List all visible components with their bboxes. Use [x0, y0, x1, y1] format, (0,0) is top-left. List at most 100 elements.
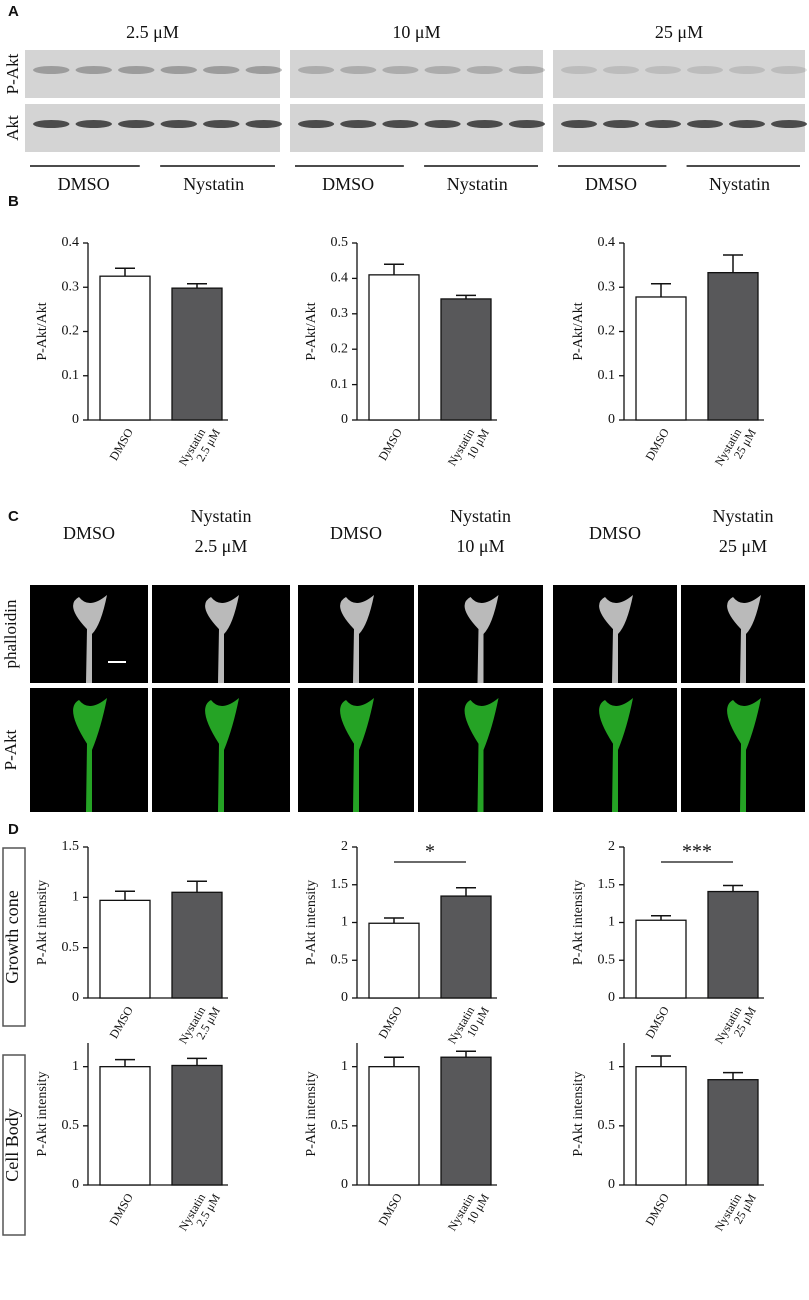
x-tick-label: Nystatin10 μM: [445, 1185, 492, 1240]
y-axis-label: P-Akt intensity: [35, 880, 50, 965]
y-tick-label: 0.2: [62, 324, 80, 339]
blot-band: [203, 66, 240, 74]
y-tick-label: 1.5: [598, 877, 616, 892]
y-tick-label: 0.2: [598, 324, 616, 339]
row-label: Growth cone: [2, 890, 22, 983]
blot-band: [645, 66, 681, 74]
panel-label: C: [8, 508, 19, 525]
bar: [635, 919, 687, 999]
y-tick-label: 2: [608, 839, 615, 854]
blot-band: [118, 120, 155, 128]
x-tick-label: DMSO: [107, 1191, 137, 1228]
group-label: DMSO: [322, 174, 374, 194]
y-axis-label: P-Akt/Akt: [571, 302, 586, 360]
group-label: Nystatin: [447, 174, 508, 194]
blot-band: [160, 120, 197, 128]
y-axis-label: P-Akt/Akt: [304, 302, 319, 360]
y-tick-label: 0.5: [598, 952, 616, 967]
blot-band: [466, 66, 503, 74]
y-axis-label: P-Akt intensity: [571, 880, 586, 965]
bar: [368, 922, 420, 999]
cell-shape: [727, 595, 761, 683]
concentration-label: 25 μM: [655, 22, 703, 42]
bar: [635, 1066, 687, 1186]
cell-shape: [73, 698, 107, 812]
blot-band: [561, 120, 597, 128]
blot-band: [33, 120, 70, 128]
blot-band: [508, 66, 545, 74]
blot-band: [340, 66, 377, 74]
row-box: [2, 1054, 26, 1236]
y-tick-label: 1.5: [62, 839, 80, 854]
y-tick-label: 2: [341, 839, 348, 854]
blot-band: [424, 120, 461, 128]
blot-band: [298, 66, 335, 74]
y-tick-label: 0.2: [331, 341, 349, 356]
x-tick-label: Nystatin25 μM: [712, 420, 759, 475]
y-tick-label: 0.5: [598, 1118, 616, 1133]
y-tick-label: 0.5: [331, 235, 349, 250]
bar: [368, 1066, 420, 1186]
blot-band: [687, 66, 723, 74]
y-axis-label: P-Akt intensity: [571, 1071, 586, 1156]
row-label: Cell Body: [2, 1108, 22, 1182]
y-tick-label: 0.5: [62, 940, 80, 955]
blot-band: [603, 66, 639, 74]
blot-band: [382, 120, 419, 128]
y-axis-label: P-Akt intensity: [304, 880, 319, 965]
bar: [635, 296, 687, 421]
blot: [25, 104, 280, 152]
blot-band: [245, 66, 282, 74]
y-tick-label: 1: [72, 890, 79, 905]
x-tick-label: Nystatin2.5 μM: [176, 998, 223, 1053]
image-column-title: DMSO: [330, 523, 382, 543]
blot-band: [424, 66, 461, 74]
x-tick-label: DMSO: [643, 1004, 673, 1041]
x-tick-label: Nystatin25 μM: [712, 1185, 759, 1240]
x-tick-label: Nystatin10 μM: [445, 420, 492, 475]
y-tick-label: 1: [341, 915, 348, 930]
significance-label: ***: [682, 841, 712, 863]
bar: [707, 1079, 759, 1186]
image-row-label: P-Akt: [1, 729, 20, 770]
blot-band: [75, 120, 112, 128]
blot: [553, 50, 805, 98]
x-tick-label: Nystatin25 μM: [712, 998, 759, 1053]
bar: [171, 1064, 223, 1186]
blot: [290, 50, 543, 98]
group-label: Nystatin: [183, 174, 244, 194]
y-tick-label: 0.5: [62, 1118, 80, 1133]
blot-band: [203, 120, 240, 128]
cell-shape: [727, 698, 761, 812]
bar: [99, 899, 151, 999]
panel-label: A: [8, 3, 19, 20]
blot-band: [466, 120, 503, 128]
y-tick-label: 0.3: [62, 279, 80, 294]
image-column-title: Nystatin: [191, 506, 252, 526]
cell-shape: [340, 698, 374, 812]
blot-band: [771, 120, 807, 128]
bar: [171, 287, 223, 421]
y-tick-label: 1.5: [331, 877, 349, 892]
x-tick-label: DMSO: [376, 1191, 406, 1228]
x-tick-label: DMSO: [107, 1004, 137, 1041]
blot-band: [508, 120, 545, 128]
blot: [553, 104, 805, 152]
image-column-title: Nystatin: [713, 506, 774, 526]
blot-band: [118, 66, 155, 74]
cell-shape: [205, 595, 239, 683]
y-tick-label: 0: [608, 412, 615, 427]
y-tick-label: 0: [341, 990, 348, 1005]
y-tick-label: 0.4: [62, 235, 80, 250]
blot-band: [245, 120, 282, 128]
x-tick-label: DMSO: [643, 426, 673, 463]
group-label: DMSO: [585, 174, 637, 194]
image-row-label: phalloidin: [1, 599, 20, 668]
y-tick-label: 0: [72, 1177, 79, 1192]
blot-band: [729, 66, 765, 74]
panel-label: D: [8, 821, 19, 838]
image-column-title: Nystatin: [450, 506, 511, 526]
blot-band: [33, 66, 70, 74]
concentration-label: 2.5 μM: [126, 22, 179, 42]
